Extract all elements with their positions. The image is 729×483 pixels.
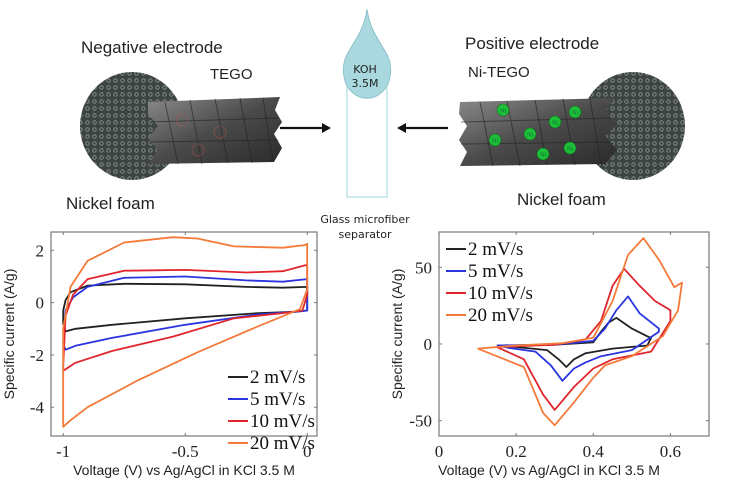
glass-microfiber-separator [346,84,388,198]
svg-text:Ni: Ni [527,133,533,139]
positive-electrode-illustration: Ni Ni Ni Ni Ni Ni Ni [459,72,685,180]
y-tick-label: -2 [30,346,44,365]
series-line-20-mv-s [62,236,309,428]
legend: 2 mV/s5 mV/s10 mV/s20 mV/s [446,239,533,326]
svg-text:Ni: Ni [552,121,558,127]
y-tick-label: -4 [30,398,45,417]
series-line-10-mv-s [62,263,309,372]
legend-label: 10 mV/s [250,411,315,432]
y-tick-label: 0 [36,294,45,313]
separator-label-line2: separator [338,228,392,241]
x-axis-label: Voltage (V) vs Ag/AgCl in KCl 3.5 M [73,462,295,478]
ni-ion-icon: Ni [536,147,550,161]
series-line-10-mv-s [496,267,672,411]
x-axis-label: Voltage (V) vs Ag/AgCl in KCl 3.5 M [438,462,660,478]
x-tick-label: 0.6 [660,442,681,461]
arrow-right-icon [280,123,331,133]
separator-label: Glass microfiber separator [300,212,430,242]
legend: 2 mV/s5 mV/s10 mV/s20 mV/s [228,367,315,454]
electrolyte-separator-illustration [343,8,391,198]
y-axis-label: Specific current (A/g) [1,269,17,400]
y-tick-label: 50 [415,258,432,277]
negative-electrode-illustration [80,72,282,180]
arrow-left-icon [397,123,448,133]
svg-text:Ni: Ni [500,109,506,115]
y-axis-label: Specific current (A/g) [389,269,405,400]
negative-electrode-title: Negative electrode [81,38,223,57]
koh-drop-icon [343,8,391,99]
electrolyte-label: KOH 3.5M [335,63,395,91]
legend-label: 2 mV/s [468,239,523,260]
legend-label: 5 mV/s [468,261,523,282]
electrolyte-name: KOH [353,63,377,76]
y-tick-label: 2 [36,241,45,260]
ni-ion-icon: Ni [548,115,562,129]
legend-label: 10 mV/s [468,283,533,304]
ni-ion-icon: Ni [523,127,537,141]
tego-sheets [148,97,282,165]
svg-text:Ni: Ni [572,111,578,117]
ni-ion-icon: Ni [496,103,510,117]
ni-ion-icon: Ni [488,133,502,147]
x-tick-label: -1 [56,442,70,461]
separator-label-line1: Glass microfiber [320,213,410,226]
legend-label: 20 mV/s [468,305,533,326]
x-tick-label: 0.4 [583,442,605,461]
legend-label: 2 mV/s [250,367,305,388]
ni-ions: Ni Ni Ni Ni Ni Ni Ni [488,103,582,161]
y-tick-label: -50 [409,412,432,431]
series-line-20-mv-s [477,237,683,427]
electrolyte-concentration: 3.5M [351,77,379,90]
positive-electrode-material: Ni-TEGO [468,64,530,81]
cv-chart-negative: -1 -0.5 0 -4 -2 0 2 Voltage (V) vs Ag/AgCl in K… [1,231,318,478]
negative-electrode-material: TEGO [210,66,253,83]
legend-label: 5 mV/s [250,389,305,410]
positive-substrate-label: Nickel foam [517,190,606,209]
svg-text:Ni: Ni [540,153,546,159]
y-tick-label: 0 [424,335,433,354]
ni-ion-icon: Ni [568,105,582,119]
ni-ion-icon: Ni [563,141,577,155]
x-tick-label: -0.5 [172,442,199,461]
x-tick-label: 0 [303,442,312,461]
svg-text:Ni: Ni [567,147,573,153]
positive-electrode-title: Positive electrode [465,34,600,53]
series-line-5-mv-s [496,295,660,382]
x-tick-label: 0.2 [506,442,527,461]
negative-substrate-label: Nickel foam [66,194,155,213]
svg-text:Ni: Ni [492,139,498,145]
x-tick-label: 0 [435,442,444,461]
legend-label: 20 mV/s [250,433,315,454]
